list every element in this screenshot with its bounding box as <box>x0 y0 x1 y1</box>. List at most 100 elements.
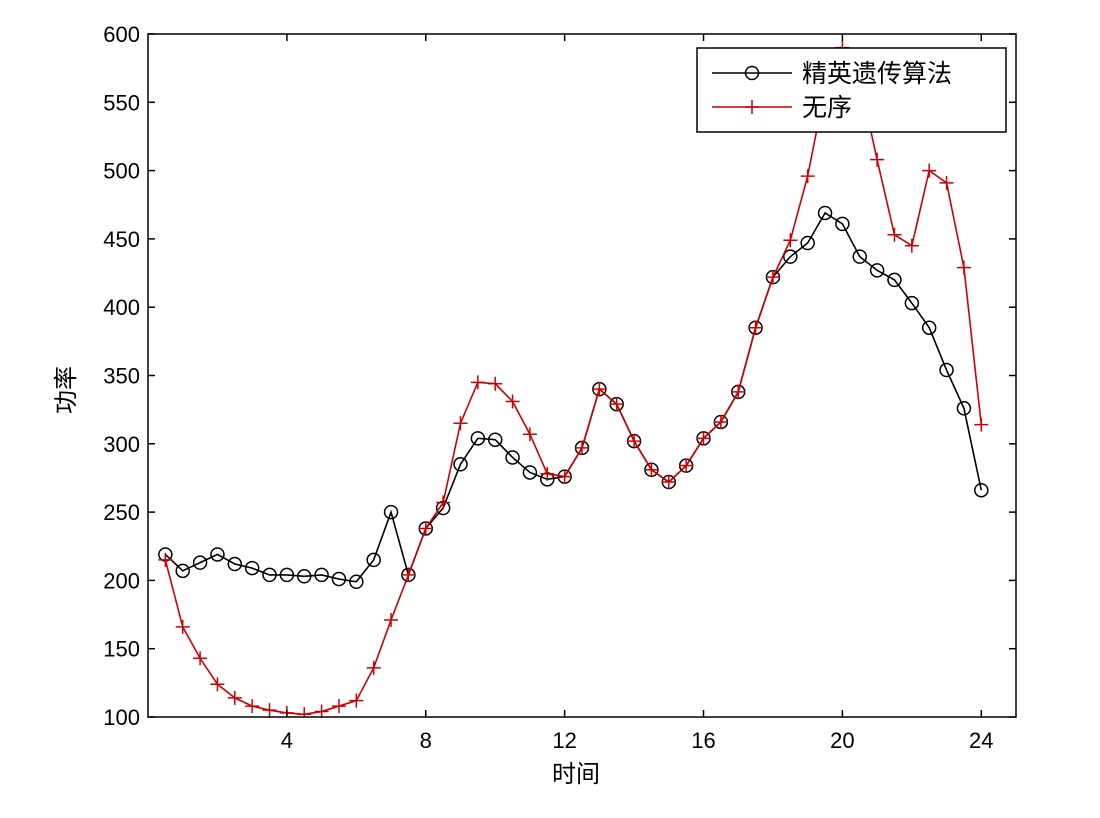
x-axis-label: 时间 <box>552 760 600 788</box>
data-point <box>227 690 242 705</box>
data-point <box>436 495 451 510</box>
x-tick-label: 24 <box>969 728 993 753</box>
data-point <box>349 693 364 708</box>
data-point <box>383 504 399 520</box>
legend: 精英遗传算法 无序 <box>696 47 1007 133</box>
data-point <box>765 270 780 285</box>
y-tick-label: 350 <box>103 364 140 389</box>
data-point <box>331 571 347 587</box>
y-tick-label: 300 <box>103 432 140 457</box>
data-point <box>262 703 277 717</box>
data-point <box>227 556 243 572</box>
data-point <box>487 432 503 447</box>
data-point <box>800 169 815 184</box>
y-tick-label: 150 <box>103 637 140 662</box>
data-point <box>349 574 364 590</box>
data-point <box>488 376 503 391</box>
data-point <box>470 431 486 446</box>
data-point <box>627 434 642 449</box>
data-point <box>453 457 468 472</box>
y-tick-label: 450 <box>103 227 140 252</box>
y-tick-label: 600 <box>103 22 140 47</box>
data-point <box>887 272 902 288</box>
y-tick-label: 500 <box>103 159 140 184</box>
data-point <box>210 547 225 562</box>
plot-area <box>148 34 1016 717</box>
data-point <box>505 394 520 409</box>
data-point <box>505 450 520 465</box>
x-tick-label: 8 <box>420 728 432 753</box>
data-point <box>244 560 260 576</box>
data-point <box>557 469 572 484</box>
data-point <box>731 384 746 399</box>
data-point <box>956 260 971 275</box>
data-point <box>869 263 885 278</box>
data-point <box>939 175 954 190</box>
y-tick-label: 400 <box>103 295 140 320</box>
data-point <box>609 397 624 412</box>
data-point <box>835 216 850 232</box>
series-1 <box>158 40 989 717</box>
data-point <box>210 677 225 692</box>
data-point <box>314 567 329 583</box>
data-point <box>366 552 381 568</box>
legend-marker-disordered <box>745 100 759 114</box>
series-layer <box>158 40 989 717</box>
data-point <box>956 401 972 416</box>
data-point <box>852 249 868 264</box>
x-tick-label: 4 <box>281 728 293 753</box>
data-point <box>783 233 798 248</box>
y-axis-label: 功率 <box>52 366 80 414</box>
data-point <box>245 699 260 714</box>
legend-label-disordered: 无序 <box>802 93 852 122</box>
data-point <box>262 567 277 583</box>
data-point <box>921 320 937 335</box>
data-point <box>644 462 659 477</box>
data-point <box>922 163 937 178</box>
legend-marker-elite-ga <box>744 65 760 81</box>
data-point <box>904 295 920 311</box>
data-point <box>366 660 381 675</box>
data-point <box>748 320 763 335</box>
x-tick-label: 20 <box>830 728 854 753</box>
data-point <box>783 249 798 264</box>
data-point <box>713 414 728 429</box>
data-point <box>314 704 329 717</box>
data-point <box>696 431 711 446</box>
data-point <box>193 651 208 666</box>
data-point <box>661 475 676 490</box>
data-point <box>817 205 833 221</box>
data-point <box>592 382 607 397</box>
y-tick-label: 550 <box>103 90 140 115</box>
data-point <box>331 699 346 714</box>
y-axis-ticks: 100 150 200 250 300 350 400 450 500 550 600 <box>103 22 1016 730</box>
data-point <box>540 466 555 481</box>
x-axis-ticks: 4 8 12 16 20 24 <box>281 34 994 753</box>
data-point <box>175 563 190 579</box>
data-point <box>296 569 312 584</box>
data-point <box>887 227 902 242</box>
data-point <box>158 552 173 567</box>
data-point <box>279 567 295 583</box>
data-point <box>384 613 399 628</box>
data-point <box>800 235 815 251</box>
data-point <box>418 521 433 536</box>
legend-box <box>696 47 1007 133</box>
data-point <box>522 465 538 480</box>
data-point <box>192 555 208 570</box>
data-point <box>974 482 989 498</box>
data-point <box>870 152 885 167</box>
data-point <box>175 619 190 634</box>
data-point <box>453 416 468 431</box>
data-point <box>575 440 589 455</box>
data-point <box>904 238 919 253</box>
x-tick-label: 12 <box>552 728 576 753</box>
legend-label-elite-ga: 精英遗传算法 <box>802 59 952 88</box>
data-point <box>297 707 312 717</box>
data-point <box>974 417 989 432</box>
x-tick-label: 16 <box>691 728 715 753</box>
data-point <box>401 567 416 582</box>
y-tick-label: 200 <box>103 568 140 593</box>
data-point <box>679 458 694 473</box>
